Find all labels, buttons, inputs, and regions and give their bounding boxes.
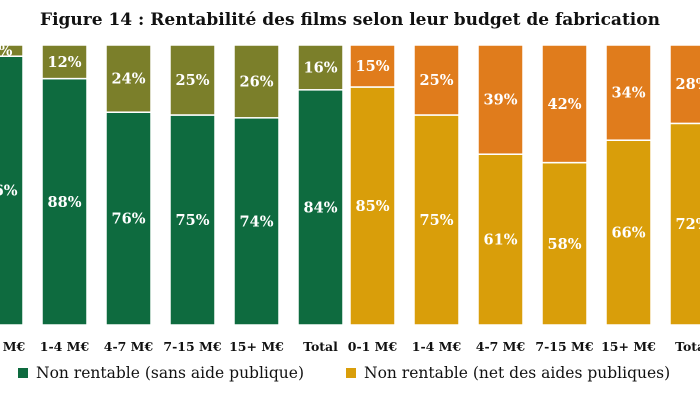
bar-label-g1-s1-4: 74%	[240, 213, 274, 230]
bar-g1-s2-5	[297, 44, 344, 91]
bar-g2-s2-2	[477, 44, 524, 155]
chart-title: Figure 14 : Rentabilité des films selon …	[40, 10, 660, 30]
bar-label-g1-s2-1: 12%	[48, 54, 82, 71]
bar-label-g2-s2-0: 15%	[356, 58, 390, 75]
bar-g2-s2-4	[605, 44, 652, 141]
bar-g1-s2-0	[0, 44, 24, 57]
bar-label-g2-s2-5: 28%	[676, 76, 700, 93]
legend-item-sans-aide: Non rentable (sans aide publique)	[18, 364, 304, 382]
bar-g1-s1-2	[105, 111, 152, 326]
x-tick-g1-0: 0-1 M€	[0, 339, 26, 354]
bar-label-g1-s2-2: 24%	[112, 71, 146, 88]
chart-group-2: 85% 15% 0-1 M€ 75% 25% 1-4 M€ 61% 39% 4-7 M€ 58% 4…	[348, 44, 700, 354]
bar-g2-s1-1	[413, 114, 460, 326]
x-tick-g2-1: 1-4 M€	[412, 339, 462, 354]
x-tick-g2-5: Total	[675, 339, 700, 354]
legend-swatch-net-aides	[346, 368, 356, 378]
bar-label-g1-s2-5: 16%	[304, 59, 338, 76]
bar-label-g2-s2-2: 39%	[484, 92, 518, 109]
bar-label-g1-s2-4: 26%	[240, 73, 274, 90]
bar-label-g1-s1-5: 84%	[304, 199, 338, 216]
bar-label-g2-s1-1: 75%	[420, 212, 454, 229]
x-tick-g2-4: 15+ M€	[601, 339, 656, 354]
bar-g2-s2-1	[413, 44, 460, 116]
bar-g2-s2-3	[541, 44, 588, 164]
legend-label-sans-aide: Non rentable (sans aide publique)	[36, 364, 305, 382]
x-tick-g1-2: 4-7 M€	[104, 339, 154, 354]
bar-label-g1-s1-2: 76%	[112, 211, 146, 228]
x-tick-g1-1: 1-4 M€	[40, 339, 90, 354]
bar-label-g2-s2-4: 34%	[612, 85, 646, 102]
bar-label-g1-s1-0: 96%	[0, 183, 18, 200]
bar-label-g1-s2-3: 25%	[176, 72, 210, 89]
bar-g1-s1-1	[41, 77, 88, 326]
x-tick-g1-5: Total	[303, 339, 338, 354]
bar-g1-s2-3	[169, 44, 216, 116]
bar-g1-s1-5	[297, 89, 344, 326]
bar-label-g1-s2-0: 4%	[0, 43, 13, 60]
bar-g1-s2-1	[41, 44, 88, 80]
bar-g2-s2-5	[669, 44, 700, 125]
x-tick-g1-3: 7-15 M€	[163, 339, 221, 354]
bar-label-g2-s1-0: 85%	[356, 198, 390, 215]
x-tick-g2-2: 4-7 M€	[476, 339, 526, 354]
bar-g1-s2-4	[233, 44, 280, 119]
bar-g1-s1-3	[169, 114, 216, 326]
bar-g2-s1-0	[349, 86, 396, 326]
legend-label-net-aides: Non rentable (net des aides publiques)	[364, 364, 671, 382]
bar-label-g1-s1-1: 88%	[48, 194, 82, 211]
bar-g1-s1-4	[233, 117, 280, 326]
bar-label-g2-s1-3: 58%	[548, 236, 582, 253]
bar-label-g1-s1-3: 75%	[176, 212, 210, 229]
bar-label-g2-s1-5: 72%	[676, 216, 700, 233]
bar-g2-s1-3	[541, 161, 588, 326]
legend-swatch-sans-aide	[18, 368, 28, 378]
bar-g2-s2-0	[349, 44, 396, 88]
bar-label-g2-s2-3: 42%	[548, 96, 582, 113]
x-tick-g2-3: 7-15 M€	[535, 339, 593, 354]
bar-label-g2-s1-2: 61%	[484, 232, 518, 249]
legend-item-net-aides: Non rentable (net des aides publiques)	[346, 364, 670, 382]
bar-g1-s2-2	[105, 44, 152, 113]
bar-label-g2-s2-1: 25%	[420, 72, 454, 89]
bar-label-g2-s1-4: 66%	[612, 225, 646, 242]
chart-group-1: 96% 4% 0-1 M€ 88% 12% 1-4 M€ 76% 24% 4-7 M€ 75% 25…	[0, 43, 344, 354]
bar-g2-s1-5	[669, 122, 700, 326]
x-tick-g1-4: 15+ M€	[229, 339, 284, 354]
x-tick-g2-0: 0-1 M€	[348, 339, 398, 354]
legend: Non rentable (sans aide publique) Non re…	[14, 364, 700, 388]
